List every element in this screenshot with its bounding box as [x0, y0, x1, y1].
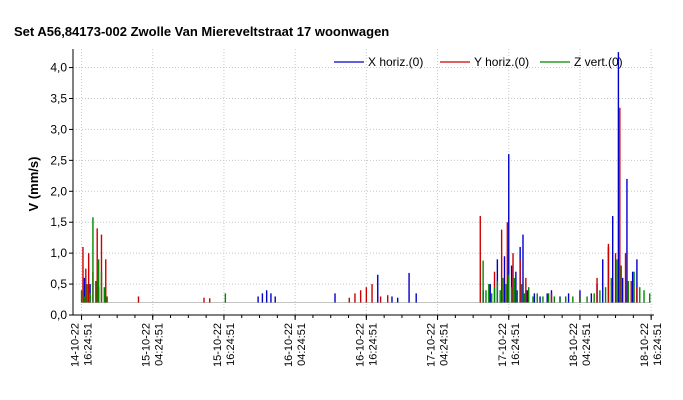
x-tick-label: 18-10-2204:24:51	[568, 323, 593, 367]
y-tick-label: 3,0	[50, 122, 67, 136]
series-z-bars	[80, 217, 651, 303]
y-tick-label: 1,5	[50, 215, 67, 229]
x-tick-label: 14-10-2216:24:51	[70, 323, 95, 367]
y-tick-label: 4,0	[50, 61, 67, 75]
x-tick-label: 18-10-2216:24:51	[639, 323, 664, 367]
grid-lines	[73, 49, 654, 315]
series-y-bars	[82, 107, 638, 303]
y-tick-label: 3,5	[50, 91, 67, 105]
y-axis-label: V (mm/s)	[26, 157, 41, 212]
x-tick-label: 17-10-2216:24:51	[497, 323, 522, 367]
x-tick-label: 16-10-2216:24:51	[354, 323, 379, 367]
y-tick-label: 2,5	[50, 153, 67, 167]
legend-label: X horiz.(0)	[368, 55, 423, 69]
series-bars	[80, 52, 652, 303]
x-tick-label: 17-10-2204:24:51	[426, 323, 451, 367]
legend-label: Z vert.(0)	[574, 55, 623, 69]
axes: 0,0 0,5 1,0 1,5 2,0 2,5 3,0 3,5 4,0 14-10-2216:24…	[50, 49, 664, 367]
x-tick-label: 15-10-2204:24:51	[141, 323, 166, 367]
y-tick-label: 1,0	[50, 246, 67, 260]
x-tick-label: 16-10-2204:24:51	[283, 323, 308, 367]
y-tick-label: 0,0	[50, 308, 67, 322]
y-tick-label: 0,5	[50, 277, 67, 291]
plot-background	[73, 49, 654, 315]
chart-title: Set A56,84173-002 Zwolle Van Miereveltst…	[14, 24, 390, 39]
legend: X horiz.(0) Y horiz.(0) Z vert.(0)	[334, 55, 623, 69]
x-tick-label: 15-10-2216:24:51	[212, 323, 237, 367]
y-tick-label: 2,0	[50, 184, 67, 198]
legend-label: Y horiz.(0)	[474, 55, 529, 69]
